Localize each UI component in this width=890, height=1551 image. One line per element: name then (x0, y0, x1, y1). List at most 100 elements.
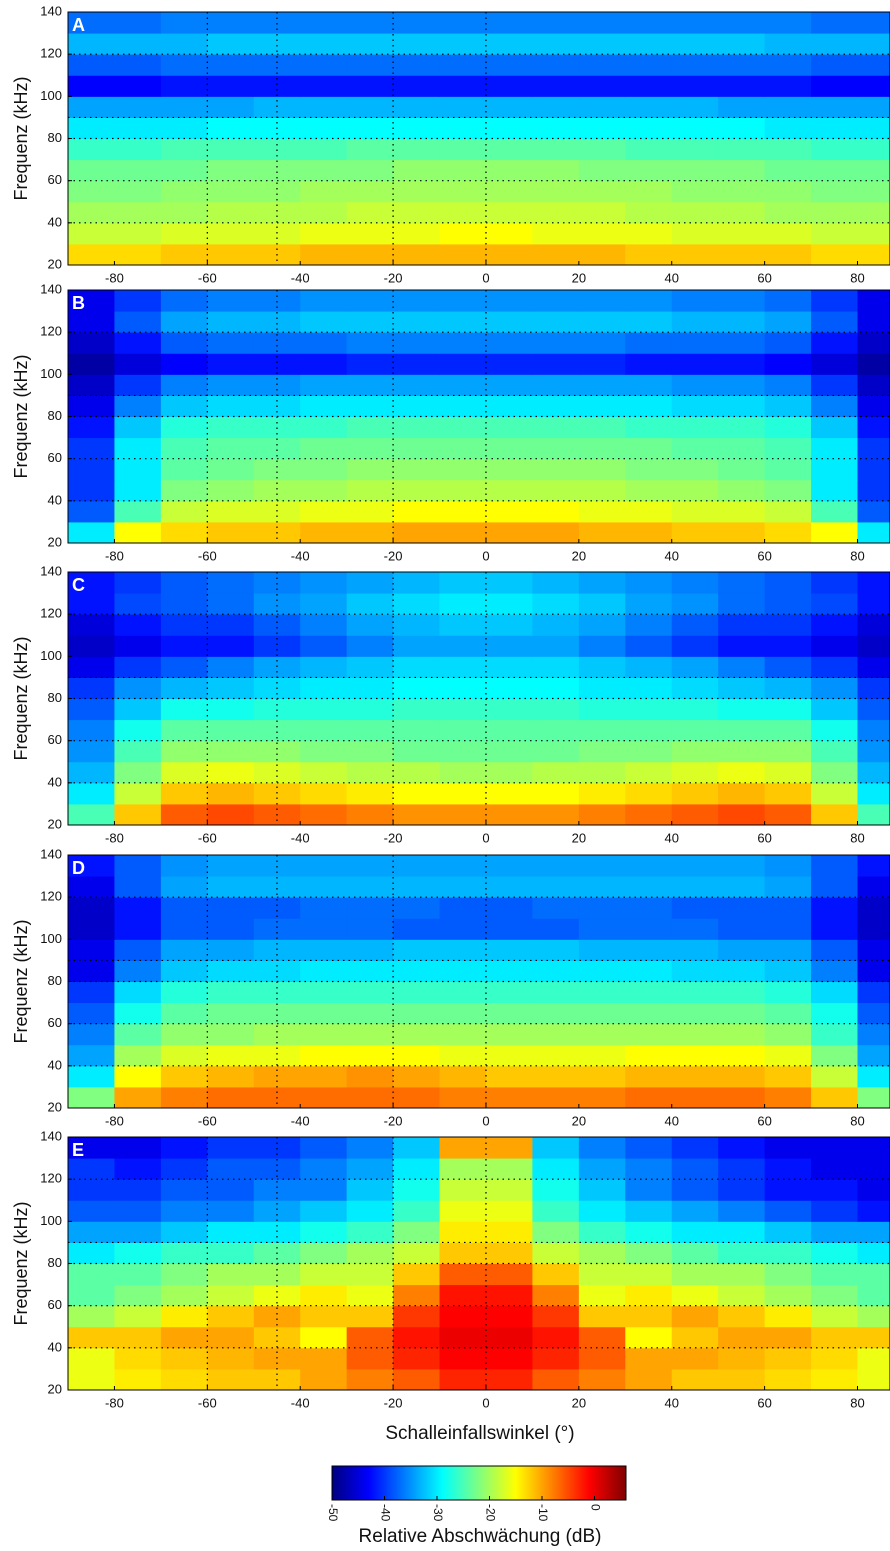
heat-cell (439, 33, 487, 55)
heat-cell (393, 12, 441, 34)
heat-cell (485, 1347, 533, 1370)
heat-cell (207, 1137, 255, 1159)
heat-cell (578, 479, 626, 502)
heat-cell (811, 117, 858, 139)
heat-cell (532, 897, 580, 919)
heat-cell (393, 1137, 441, 1159)
heat-cell (439, 180, 487, 203)
heat-cell (68, 500, 115, 523)
heat-cell (439, 719, 487, 742)
heat-cell (300, 180, 348, 203)
heat-cell (439, 698, 487, 721)
heat-cell (485, 332, 533, 354)
heat-cell (346, 761, 394, 784)
heat-cell (718, 761, 766, 784)
y-tick-label: 20 (48, 256, 62, 271)
heat-cell (718, 1221, 766, 1243)
heat-cell (439, 201, 487, 224)
heat-cell (439, 395, 487, 417)
x-tick-label: 40 (664, 1113, 678, 1128)
heat-cell (393, 593, 441, 615)
heat-cell (485, 54, 533, 76)
heat-cell (439, 416, 487, 439)
heat-cell (253, 1326, 301, 1349)
y-tick-label: 60 (48, 1015, 62, 1030)
heat-cell (114, 201, 162, 224)
x-tick-label: 0 (482, 1113, 489, 1128)
heat-cell (393, 222, 441, 245)
heat-cell (857, 677, 890, 699)
heat-cell (764, 96, 812, 118)
heat-cell (625, 1200, 673, 1222)
heat-cell (346, 96, 394, 118)
heat-cell (160, 855, 208, 877)
heat-cell (207, 1065, 255, 1088)
heat-cell (857, 876, 890, 898)
heat-cell (764, 614, 812, 636)
heat-cell (532, 1200, 580, 1222)
heat-cell (207, 1326, 255, 1349)
y-tick-label: 120 (40, 46, 62, 61)
heat-cell (625, 353, 673, 375)
heat-cell (671, 677, 719, 699)
x-tick-label: 40 (664, 830, 678, 845)
heat-cell (207, 374, 255, 396)
heat-cell (532, 222, 580, 245)
heat-cell (300, 761, 348, 784)
heat-cell (811, 782, 858, 805)
heat-cell (300, 1065, 348, 1088)
heat-cell (671, 1023, 719, 1046)
heat-cell (718, 1326, 766, 1349)
heat-cell (68, 1242, 115, 1264)
heat-cell (625, 222, 673, 245)
heat-cell (578, 1137, 626, 1159)
heat-cell (578, 500, 626, 523)
heat-cell (160, 1158, 208, 1180)
heat-cell (532, 876, 580, 898)
heat-cell (439, 960, 487, 982)
heat-cell (578, 458, 626, 481)
heat-cell (764, 54, 812, 76)
heat-cell (532, 96, 580, 118)
heat-cell (578, 635, 626, 657)
heat-cell (114, 117, 162, 139)
heat-cell (68, 614, 115, 636)
heat-cell (485, 353, 533, 375)
heat-cell (253, 222, 301, 245)
heat-cell (718, 1086, 766, 1108)
heat-cell (764, 353, 812, 375)
heat-cell (671, 939, 719, 961)
heat-cell (114, 1179, 162, 1201)
heat-cell (160, 395, 208, 417)
x-tick-label: 80 (850, 548, 864, 563)
heat-cell (764, 960, 812, 982)
heat-cell (485, 290, 533, 312)
heat-cell (346, 458, 394, 481)
heat-cell (114, 395, 162, 417)
heat-cell (857, 75, 890, 97)
heat-cell (253, 159, 301, 182)
heat-cell (439, 897, 487, 919)
heat-cell (160, 897, 208, 919)
heat-cell (811, 479, 858, 502)
heat-cell (718, 201, 766, 224)
heat-cell (532, 201, 580, 224)
heat-cell (532, 138, 580, 161)
heat-cell (718, 353, 766, 375)
heat-cell (857, 416, 890, 439)
heat-cell (671, 479, 719, 502)
heat-cell (300, 614, 348, 636)
heat-cell (393, 1158, 441, 1180)
heat-cell (578, 656, 626, 678)
heat-cell (718, 614, 766, 636)
heat-cell (764, 222, 812, 245)
x-tick-label: 40 (664, 548, 678, 563)
y-tick-label: 120 (40, 324, 62, 339)
heat-cell (68, 1200, 115, 1222)
heat-cell (68, 1284, 115, 1307)
heat-cell (764, 939, 812, 961)
y-tick-label: 20 (48, 816, 62, 831)
heat-cell (114, 159, 162, 182)
heat-cell (439, 374, 487, 396)
heat-cell (68, 138, 115, 161)
